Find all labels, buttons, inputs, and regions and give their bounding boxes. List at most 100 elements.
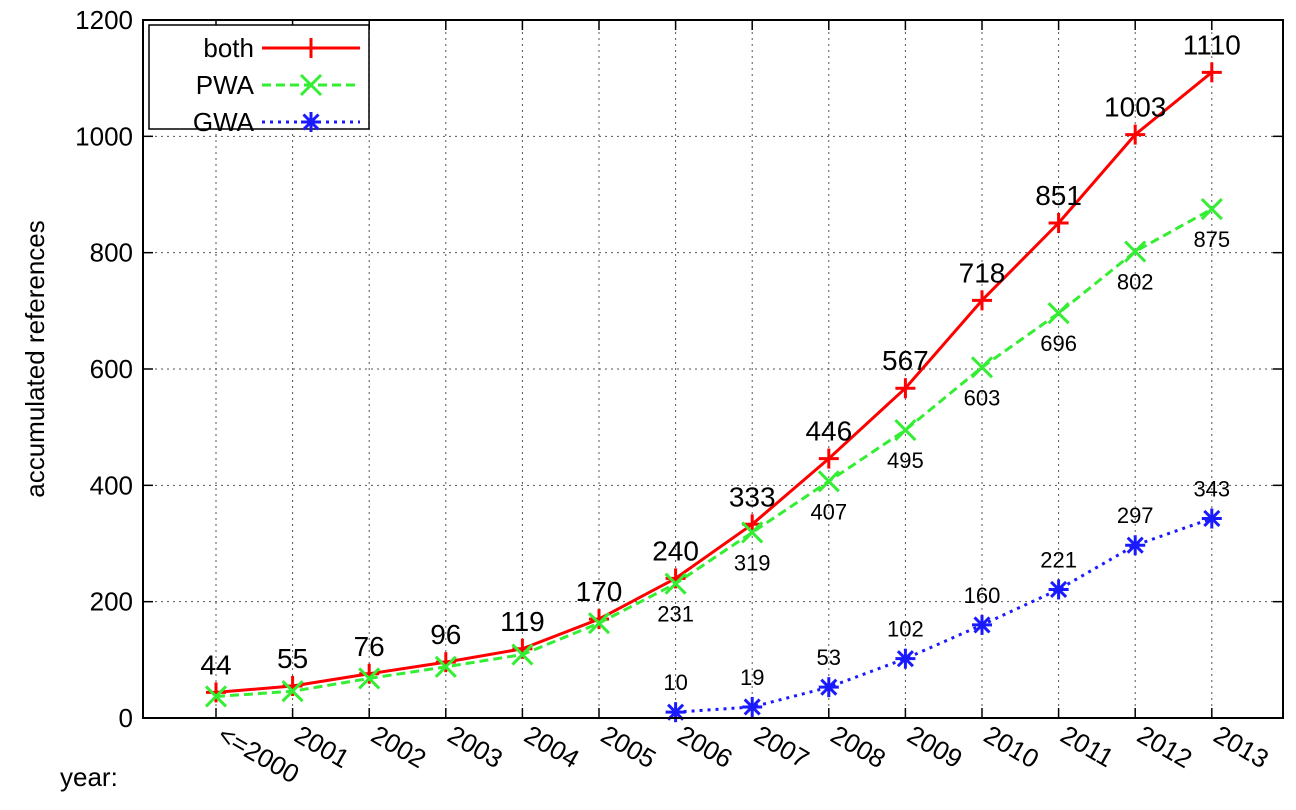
x-tick-label: 2003 (443, 719, 508, 774)
marker-cross (434, 655, 457, 678)
y-tick-label: 600 (90, 354, 133, 384)
marker-cross (664, 572, 687, 595)
marker-stroke (896, 650, 914, 668)
marker-stroke (587, 612, 611, 635)
marker-stroke (434, 655, 457, 678)
marker-plus (972, 290, 992, 311)
x-tick-label: 2007 (749, 719, 814, 774)
marker-star (665, 702, 686, 723)
x-tick-label: 2011 (1056, 719, 1119, 773)
marker-star (1125, 535, 1146, 556)
data-label-both: 1003 (1104, 92, 1166, 123)
series-line-both (215, 71, 1213, 694)
marker-star (895, 648, 916, 669)
data-label-both: 851 (1035, 180, 1082, 211)
marker-star (742, 696, 763, 717)
data-label-gwa: 160 (964, 583, 1001, 608)
marker-stroke (970, 356, 994, 379)
x-tick-label: 2004 (519, 719, 584, 774)
data-label-gwa: 297 (1117, 503, 1154, 528)
marker-stroke (1124, 240, 1147, 263)
x-tick-label: 2002 (366, 719, 431, 774)
marker-stroke (743, 698, 761, 716)
y-tick-label: 1200 (75, 5, 133, 35)
legend-label-gwa: GWA (193, 107, 255, 137)
marker-cross (1124, 240, 1147, 263)
legend-label-pwa: PWA (196, 70, 255, 100)
marker-star (301, 112, 321, 132)
x-tick-label: 2012 (1132, 719, 1197, 774)
marker-plus (206, 682, 226, 703)
x-tick-label: <=2000 (213, 719, 304, 789)
marker-stroke (1203, 509, 1221, 528)
y-tick-label: 800 (90, 238, 133, 268)
x-tick-label: 2010 (979, 719, 1044, 774)
data-label-both: 96 (430, 619, 461, 650)
series-line-pwa (215, 207, 1213, 698)
marker-plus (818, 448, 839, 469)
marker-cross (1047, 302, 1070, 325)
data-label-gwa: 19 (740, 665, 764, 690)
marker-cross (817, 470, 840, 493)
x-tick-label: 2006 (673, 719, 738, 774)
data-label-both: 76 (354, 631, 385, 662)
series-lines (204, 62, 1223, 723)
data-label-pwa: 696 (1040, 331, 1077, 356)
marker-cross (587, 612, 611, 635)
marker-cross (511, 643, 534, 666)
marker-cross (741, 521, 764, 544)
data-label-both: 170 (576, 576, 623, 607)
data-label-both: 567 (882, 345, 929, 376)
marker-plus (895, 378, 916, 399)
series-pwa (204, 197, 1223, 708)
marker-cross (299, 73, 323, 97)
x-axis-prefix: year: (60, 762, 118, 792)
y-axis-label: accumulated references (20, 220, 50, 497)
marker-stroke (817, 470, 840, 493)
x-tick-label: 2008 (826, 719, 891, 774)
marker-stroke (894, 419, 917, 442)
marker-plus (1201, 62, 1222, 83)
data-label-both: 55 (277, 643, 308, 674)
marker-stroke (299, 73, 323, 97)
marker-stroke (1050, 580, 1068, 599)
y-tick-label: 0 (119, 703, 133, 733)
plot-frame (142, 19, 1284, 719)
y-tick-labels: 0 200 400 600 800 1000 1200 (75, 5, 133, 733)
data-label-pwa: 603 (964, 385, 1001, 410)
marker-star (1201, 508, 1222, 529)
marker-stroke (664, 572, 687, 595)
data-label-pwa: 495 (887, 448, 924, 473)
marker-plus (301, 38, 321, 58)
marker-cross (894, 419, 917, 442)
data-label-gwa: 102 (887, 617, 924, 642)
data-label-pwa: 407 (810, 499, 847, 524)
data-label-both: 446 (805, 416, 852, 447)
data-label-pwa: 802 (1117, 270, 1154, 295)
data-labels: 44 55 76 96 119 170 240 333 446 567 718 851 1003 1110… (200, 29, 1240, 695)
marker-star (1048, 579, 1069, 600)
series-gwa (665, 508, 1222, 723)
marker-cross (204, 685, 228, 708)
marker-star (972, 614, 992, 635)
data-label-both: 44 (200, 649, 231, 680)
data-label-gwa: 53 (817, 645, 841, 670)
legend: both PWA GWA (148, 24, 370, 137)
marker-stroke (1047, 302, 1070, 325)
y-tick-label: 1000 (75, 121, 133, 151)
data-label-pwa: 319 (734, 550, 771, 575)
data-label-both: 119 (500, 606, 545, 637)
data-label-both: 1110 (1183, 29, 1241, 60)
marker-plus (1125, 124, 1146, 145)
marker-stroke (741, 521, 764, 544)
legend-label-both: both (203, 33, 254, 63)
marker-cross (358, 667, 381, 690)
marker-star (818, 677, 839, 698)
marker-cross (281, 680, 304, 703)
marker-stroke (1200, 197, 1223, 221)
marker-stroke (358, 667, 381, 690)
data-label-gwa: 10 (663, 670, 687, 695)
x-tick-label: 2005 (596, 719, 661, 774)
